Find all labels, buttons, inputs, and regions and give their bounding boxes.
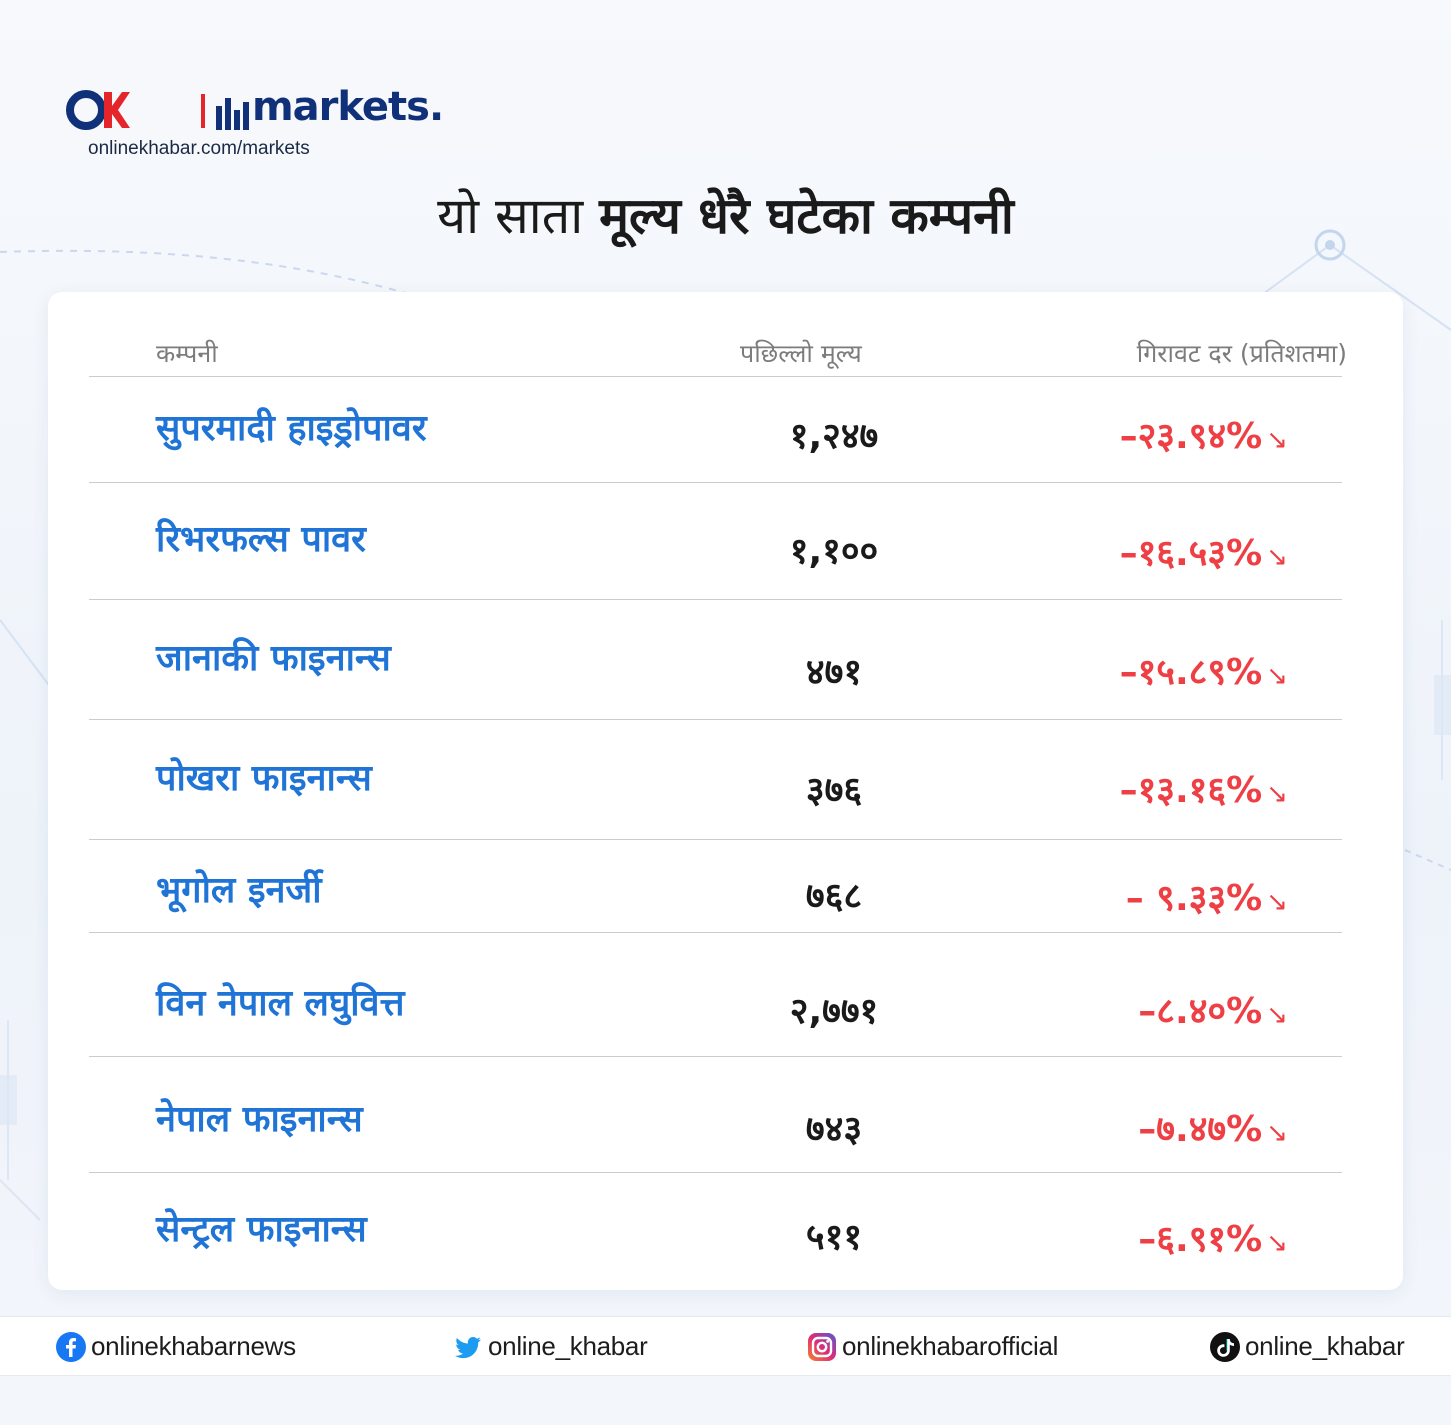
table-row: भूगोल इनर्जी ७६८ – ९.३३% ↘ (89, 840, 1342, 933)
page-title: यो साता मूल्य धेरै घटेका कम्पनी (0, 180, 1451, 248)
header-price: पछिल्लो मूल्य (740, 339, 862, 368)
decline-rate: –६.९१% ↘ (1138, 1213, 1288, 1262)
decline-value: – ९.३३% (1125, 878, 1263, 919)
header-divider (89, 376, 1342, 377)
company-name: सेन्ट्रल फाइनान्स (156, 1209, 367, 1250)
instagram-icon (808, 1333, 836, 1361)
table-row: जानाकी फाइनान्स ४७१ –१५.८९% ↘ (89, 600, 1342, 720)
decline-rate: – ९.३३% ↘ (1126, 872, 1288, 921)
table-row: सुपरमादी हाइड्रोपावर १,२४७ –२३.९४% ↘ (89, 378, 1342, 483)
company-name: रिभरफल्स पावर (156, 519, 366, 560)
decline-value: –१५.८९% (1119, 652, 1263, 693)
header-company: कम्पनी (156, 339, 218, 368)
arrow-down-right-icon: ↘ (1266, 1228, 1288, 1258)
header-change: गिरावट दर (प्रतिशतमा) (1136, 339, 1347, 368)
decline-rate: –१५.८९% ↘ (1120, 646, 1288, 695)
tiktok-handle: online_khabar (1245, 1331, 1405, 1361)
table-row: नेपाल फाइनान्स ७४३ –७.४७% ↘ (89, 1057, 1342, 1173)
decline-value: –१६.५३% (1119, 533, 1263, 574)
arrow-down-right-icon: ↘ (1266, 1118, 1288, 1148)
facebook-link[interactable]: onlinekhabarnews (55, 1329, 296, 1363)
facebook-icon (56, 1332, 86, 1362)
arrow-down-right-icon: ↘ (1266, 887, 1288, 917)
row-divider (89, 599, 1342, 600)
table-row: पोखरा फाइनान्स ३७६ –१३.१६% ↘ (89, 720, 1342, 840)
logo-separator (201, 94, 205, 128)
decline-value: –२३.९४% (1119, 416, 1263, 457)
table-row: रिभरफल्स पावर १,१०० –१६.५३% ↘ (89, 483, 1342, 600)
arrow-down-right-icon: ↘ (1266, 425, 1288, 455)
company-name: विन नेपाल लघुवित्त (156, 983, 405, 1024)
decline-rate: –७.४७% ↘ (1138, 1103, 1288, 1152)
decline-rate: –८.४०% ↘ (1138, 985, 1288, 1034)
last-price: ७६८ (805, 876, 863, 917)
row-divider (89, 1172, 1342, 1173)
row-divider (89, 932, 1342, 933)
table-header: कम्पनी पछिल्लो मूल्य गिरावट दर (प्रतिशतम… (48, 292, 1403, 378)
table-row: सेन्ट्रल फाइनान्स ५११ –६.९१% ↘ (89, 1173, 1342, 1290)
title-bold: मूल्य धेरै घटेका कम्पनी (599, 187, 1014, 245)
arrow-down-right-icon: ↘ (1266, 542, 1288, 572)
row-divider (89, 482, 1342, 483)
arrow-down-right-icon: ↘ (1266, 1000, 1288, 1030)
arrow-down-right-icon: ↘ (1266, 779, 1288, 809)
last-price: ५११ (805, 1217, 863, 1258)
company-name: जानाकी फाइनान्स (156, 638, 391, 679)
site-url[interactable]: onlinekhabar.com/markets (88, 138, 310, 159)
last-price: २,७७१ (789, 991, 879, 1032)
last-price: ७४३ (805, 1109, 863, 1150)
decline-value: –६.९१% (1138, 1219, 1263, 1260)
brand-logo[interactable]: markets. onlinekhabar.com/markets (66, 84, 444, 168)
decline-value: –१३.१६% (1119, 770, 1263, 811)
row-divider (89, 839, 1342, 840)
twitter-handle: online_khabar (488, 1331, 648, 1361)
table-row: विन नेपाल लघुवित्त २,७७१ –८.४०% ↘ (89, 933, 1342, 1057)
company-name: भूगोल इनर्जी (156, 870, 322, 911)
title-regular: यो साता (437, 187, 584, 245)
decline-value: –७.४७% (1138, 1109, 1263, 1150)
arrow-down-right-icon: ↘ (1266, 661, 1288, 691)
ok-logo-icon (66, 90, 130, 130)
instagram-handle: onlinekhabarofficial (842, 1331, 1059, 1361)
last-price: १,१०० (789, 531, 879, 572)
decline-rate: –१६.५३% ↘ (1120, 527, 1288, 576)
decline-rate: –१३.१६% ↘ (1120, 764, 1288, 813)
twitter-link[interactable]: online_khabar (452, 1329, 652, 1363)
tiktok-icon (1210, 1332, 1240, 1362)
decline-rate: –२३.९४% ↘ (1120, 410, 1288, 459)
bar-chart-icon (216, 98, 249, 130)
company-name: नेपाल फाइनान्स (156, 1099, 363, 1140)
decline-value: –८.४०% (1138, 991, 1263, 1032)
twitter-icon (455, 1337, 481, 1359)
tiktok-link[interactable]: online_khabar (1209, 1329, 1409, 1363)
logo-wordmark: markets. (252, 84, 444, 130)
facebook-handle: onlinekhabarnews (91, 1331, 296, 1361)
row-divider (89, 1056, 1342, 1057)
last-price: ४७१ (805, 652, 863, 693)
last-price: ३७६ (805, 770, 863, 811)
row-divider (89, 719, 1342, 720)
data-card: कम्पनी पछिल्लो मूल्य गिरावट दर (प्रतिशतम… (48, 292, 1403, 1290)
instagram-link[interactable]: onlinekhabarofficial (806, 1329, 1066, 1363)
company-name: सुपरमादी हाइड्रोपावर (156, 408, 427, 449)
social-footer: onlinekhabarnews online_khabar onlinekha… (0, 1316, 1451, 1376)
last-price: १,२४७ (789, 416, 879, 457)
company-name: पोखरा फाइनान्स (156, 758, 372, 799)
